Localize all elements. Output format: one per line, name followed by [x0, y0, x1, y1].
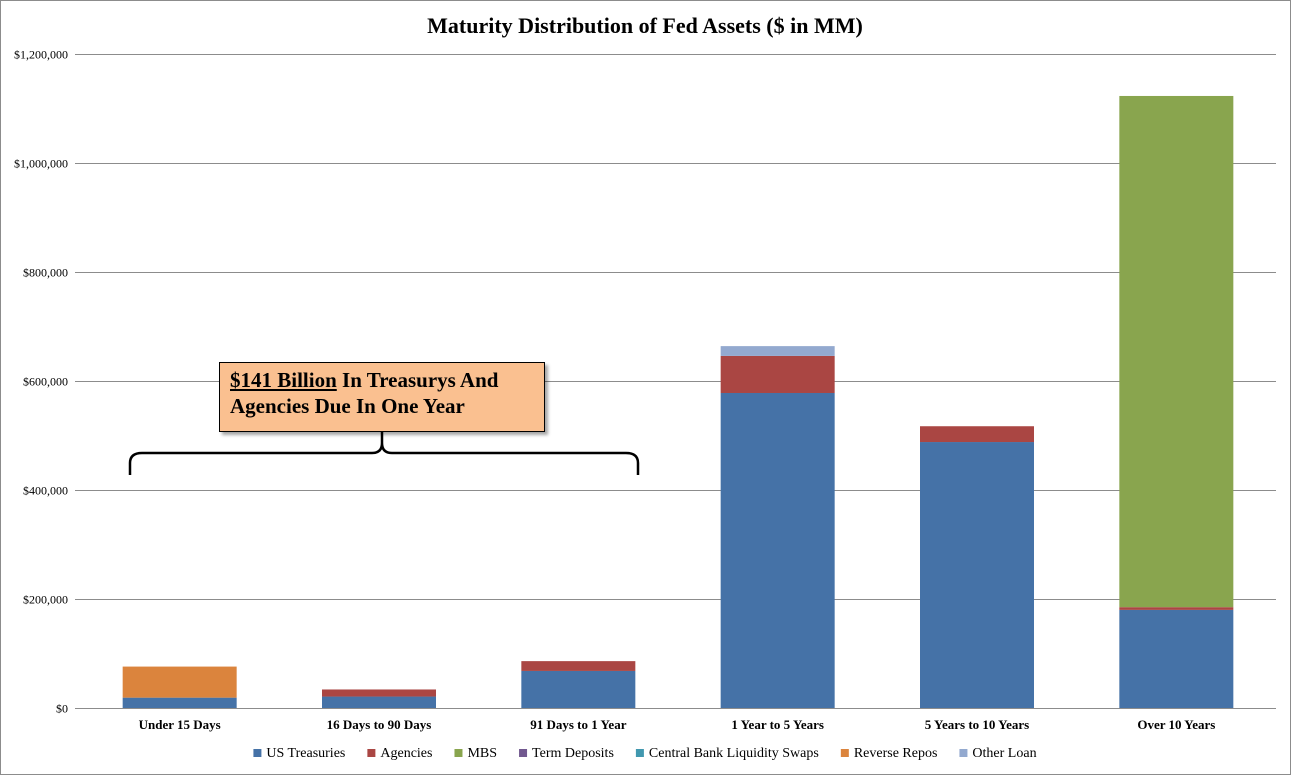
y-tick-label: $800,000: [23, 266, 68, 280]
bar-segment: [122, 666, 237, 698]
bar-segment: [322, 689, 436, 697]
x-tick-label: 1 Year to 5 Years: [731, 717, 824, 732]
legend-label: Other Loan: [972, 746, 1036, 761]
x-axis-ticks: Under 15 Days 16 Days to 90 Days 91 Days t…: [139, 717, 1216, 732]
legend: US Treasuries Agencies MBS Term Deposits Cen…: [253, 746, 1037, 761]
annotation-highlight: $141 Billion: [230, 368, 337, 392]
legend-label: MBS: [467, 746, 497, 761]
legend-swatch: [840, 749, 849, 757]
gridlines: [75, 54, 1276, 709]
legend-swatch: [253, 749, 262, 757]
bar-segment: [920, 426, 1034, 443]
legend-swatch: [367, 749, 376, 757]
legend-swatch: [635, 749, 644, 757]
annotation-text: In Treasurys And Agencies Due In One Yea…: [230, 368, 499, 418]
bars: [122, 95, 1234, 708]
y-tick-label: $200,000: [23, 593, 68, 607]
legend-swatch: [454, 749, 463, 757]
y-tick-label: $1,200,000: [14, 48, 68, 62]
bar-segment: [1119, 95, 1234, 608]
legend-label: US Treasuries: [266, 746, 345, 761]
bracket: [128, 428, 640, 475]
bar-segment: [920, 442, 1034, 708]
bar-segment: [322, 696, 436, 708]
chart-title: Maturity Distribution of Fed Assets ($ i…: [427, 13, 863, 38]
bar-segment: [720, 392, 835, 708]
annotation-callout: $141 Billion In Treasurys And Agencies D…: [219, 362, 545, 432]
x-tick-label: 91 Days to 1 Year: [530, 717, 627, 732]
bar-segment: [720, 355, 835, 393]
y-tick-label: $400,000: [23, 484, 68, 498]
x-tick-label: Under 15 Days: [139, 717, 221, 732]
legend-label: Central Bank Liquidity Swaps: [649, 746, 819, 761]
x-tick-label: 16 Days to 90 Days: [327, 717, 432, 732]
x-tick-label: Over 10 Years: [1137, 717, 1215, 732]
y-axis-ticks: $0 $200,000 $400,000 $600,000 $800,000 $1,000…: [14, 48, 68, 716]
y-tick-label: $600,000: [23, 375, 68, 389]
x-tick-label: 5 Years to 10 Years: [925, 717, 1029, 732]
bar-segment: [521, 661, 636, 671]
y-tick-label: $1,000,000: [14, 157, 68, 171]
legend-label: Term Deposits: [532, 746, 614, 761]
bar-segment: [122, 697, 237, 708]
legend-label: Agencies: [380, 746, 432, 761]
y-tick-label: $0: [56, 702, 68, 716]
legend-label: Reverse Repos: [854, 746, 938, 761]
bar-segment: [521, 670, 636, 708]
bar-segment: [720, 346, 835, 356]
bar-segment: [1119, 609, 1234, 708]
bar-segment: [1119, 607, 1234, 610]
legend-swatch: [519, 749, 528, 757]
legend-swatch: [959, 749, 968, 757]
